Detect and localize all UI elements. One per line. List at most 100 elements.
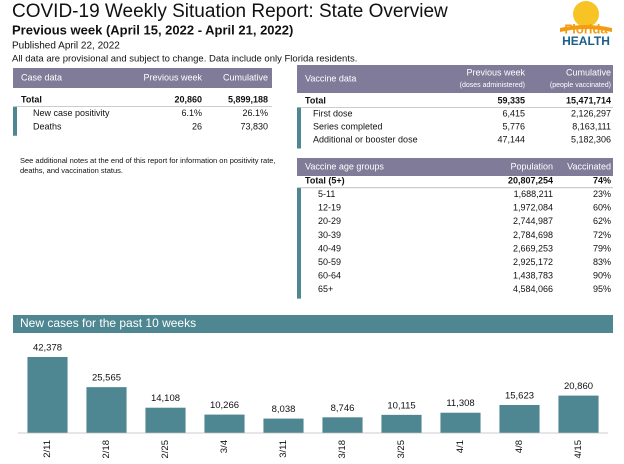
column-subheader: (doses administered) [460,82,525,89]
cell-value: 79% [593,243,611,253]
row-label: 40-49 [318,243,341,253]
report-subtitle: Previous week (April 15, 2022 - April 21… [12,22,293,37]
row-label: 60-64 [318,271,341,281]
value-label: 15,623 [505,390,534,401]
cell-value: 6.1% [181,108,202,118]
x-tick-label: 4/15 [573,440,584,459]
bar [322,417,363,433]
bar [263,418,304,433]
cell-value: 26 [192,121,202,131]
x-tick-label: 3/25 [396,440,407,459]
column-header: Population [510,161,553,171]
x-tick-label: 4/1 [455,440,466,453]
cell-value: 1,688,211 [514,189,553,199]
column-header: Case data [21,72,62,82]
row-label: Series completed [313,121,383,131]
x-tick-label: 3/18 [337,440,348,459]
logo-sun [573,1,599,27]
column-header: Previous week [143,72,202,82]
cell-value: 72% [593,230,611,240]
logo: Florida HEALTH [560,1,612,48]
table-header [297,65,613,93]
column-header: Previous week [466,67,525,77]
published-date: Published April 22, 2022 [12,41,120,52]
disclaimer: All data are provisional and subject to … [12,54,357,65]
cell-value: 73,830 [240,121,268,131]
bar [145,407,186,433]
table-header [13,68,272,88]
cell-value: 26.1% [242,108,268,118]
cell-value: 2,925,172 [513,257,553,267]
cell-value: 60% [593,203,611,213]
cell-value: 5,899,188 [228,94,268,104]
cell-value: 90% [593,271,611,281]
column-header: Vaccinated [567,161,611,171]
cell-value: 2,126,297 [571,108,611,118]
row-accent [13,106,17,136]
value-label: 42,378 [33,343,62,354]
row-label: Total [21,94,42,104]
cell-value: 95% [593,284,611,294]
column-header: Cumulative [566,67,611,77]
x-tick-label: 3/11 [278,440,289,458]
cell-value: 20,807,254 [508,175,553,185]
row-label: Additional or booster dose [313,134,418,144]
row-accent [297,107,301,149]
row-accent [297,187,301,299]
cell-value: 2,669,253 [513,243,553,253]
row-label: New case positivity [33,108,110,118]
column-header: Vaccine data [305,73,356,83]
cell-value: 8,163,111 [572,121,611,131]
cell-value: 62% [593,216,611,226]
row-label: Total (5+) [305,175,345,185]
value-label: 10,115 [387,400,415,411]
row-label: 5-11 [318,189,335,199]
cell-value: 1,438,783 [513,271,553,281]
x-tick-label: 3/4 [219,440,230,453]
cell-value: 15,471,714 [566,95,611,105]
cell-value: 2,784,698 [513,230,553,240]
bar [27,357,68,433]
value-label: 20,860 [564,381,593,392]
x-tick-label: 2/11 [42,440,53,458]
chart-title-bar [13,315,613,333]
cell-value: 1,972,084 [513,203,553,213]
row-label: 30-39 [318,230,341,240]
value-label: 14,108 [151,393,180,404]
value-label: 10,266 [210,400,239,411]
bar [381,414,422,433]
cell-value: 20,860 [174,94,202,104]
row-label: Deaths [33,121,62,131]
chart-title: New cases for the past 10 weeks [20,316,196,330]
cell-value: 6,415 [502,108,525,118]
row-label: Total [305,95,326,105]
report-title: COVID-19 Weekly Situation Report: State … [12,1,448,22]
cell-value: 74% [593,175,611,185]
table-header [297,158,613,176]
value-label: 8,746 [331,403,355,414]
note: deaths, and vaccination status. [20,166,123,175]
x-tick-label: 2/18 [101,440,112,459]
cell-value: 23% [593,189,611,199]
column-header: Cumulative [223,72,268,82]
cell-value: 5,182,306 [571,134,611,144]
note: See additional notes at the end of this … [20,156,276,165]
value-label: 11,308 [446,398,474,409]
logo-text: Florida [564,21,608,36]
x-tick-label: 2/25 [160,440,171,459]
bar [440,412,481,433]
x-tick-label: 4/8 [514,440,525,453]
logo-text: HEALTH [562,34,610,48]
cell-value: 83% [593,257,611,267]
row-label: 65+ [318,284,333,294]
bar [204,414,245,433]
row-label: First dose [313,108,353,118]
value-label: 8,038 [272,404,296,415]
value-label: 25,565 [92,373,121,384]
row-label: 12-19 [318,203,341,213]
column-subheader: (people vaccinated) [550,82,611,89]
cell-value: 5,776 [502,121,525,131]
bar [499,404,540,433]
logo-wave [560,25,612,32]
bar [558,395,599,433]
